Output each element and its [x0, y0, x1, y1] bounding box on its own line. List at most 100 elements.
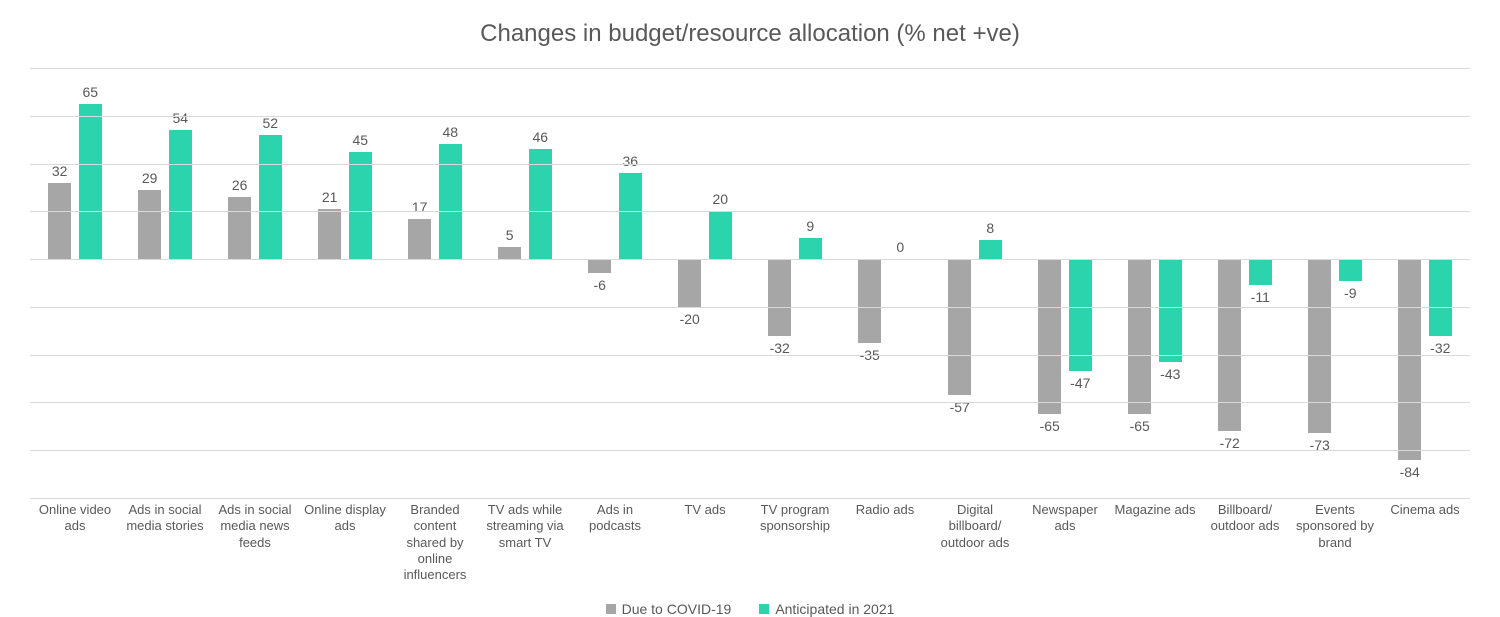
bar-value-label: -6 [588, 277, 611, 293]
bar: 46 [529, 149, 552, 259]
bar-value-label: -43 [1159, 366, 1182, 382]
gridline [30, 402, 1470, 403]
bar: -73 [1308, 259, 1331, 433]
category-group: -6 36 [570, 68, 660, 498]
category-group: -20 20 [660, 68, 750, 498]
chart-title: Changes in budget/resource allocation (%… [30, 20, 1470, 48]
category-group: 2145 [300, 68, 390, 498]
bar: 29 [138, 190, 161, 259]
bar-value-label: 8 [979, 220, 1002, 236]
bar: 32 [48, 183, 71, 259]
legend-label: Due to COVID-19 [622, 601, 732, 617]
bar-value-label: 5 [498, 227, 521, 243]
bar-value-label: -9 [1339, 285, 1362, 301]
bar-value-label: -65 [1038, 418, 1061, 434]
gridline [30, 450, 1470, 451]
bar: 48 [439, 144, 462, 259]
x-axis-label: Billboard/ outdoor ads [1200, 502, 1290, 583]
bar: -20 [678, 259, 701, 307]
bar: 26 [228, 197, 251, 259]
bar-value-label: 0 [889, 239, 912, 255]
bar: -72 [1218, 259, 1241, 431]
category-group: -35 0 [840, 68, 930, 498]
x-axis-label: Radio ads [840, 502, 930, 583]
category-group: 2954 [120, 68, 210, 498]
bar: 45 [349, 152, 372, 260]
x-axis-label: TV ads [660, 502, 750, 583]
bar-value-label: 21 [318, 189, 341, 205]
category-group: -65 -43 [1110, 68, 1200, 498]
bar: -6 [588, 259, 611, 273]
category-group: 5 46 [480, 68, 570, 498]
bar: 8 [979, 240, 1002, 259]
x-axis-label: Cinema ads [1380, 502, 1470, 583]
bar: -11 [1249, 259, 1272, 285]
bar: 20 [709, 211, 732, 259]
category-group: -73 -9 [1290, 68, 1380, 498]
bar-value-label: -47 [1069, 375, 1092, 391]
gridline [30, 68, 1470, 69]
legend: Due to COVID-19 Anticipated in 2021 [30, 601, 1470, 617]
bar: 21 [318, 209, 341, 259]
bar: 17 [408, 219, 431, 260]
bar-value-label: -72 [1218, 435, 1241, 451]
category-group: -32 9 [750, 68, 840, 498]
bar-value-label: 65 [79, 84, 102, 100]
gridline [30, 164, 1470, 165]
plot-area: 32652954265221451748546-636-2020-329-350… [30, 68, 1470, 498]
bar: -32 [768, 259, 791, 335]
gridline [30, 355, 1470, 356]
bar: -65 [1128, 259, 1151, 414]
legend-swatch [606, 604, 616, 614]
bar-value-label: 26 [228, 177, 251, 193]
bar: -57 [948, 259, 971, 395]
bar: -84 [1398, 259, 1421, 460]
bar-value-label: 32 [48, 163, 71, 179]
bar-value-label: 29 [138, 170, 161, 186]
bar: -32 [1429, 259, 1452, 335]
gridline [30, 116, 1470, 117]
bar-value-label: -65 [1128, 418, 1151, 434]
chart-container: Changes in budget/resource allocation (%… [0, 0, 1500, 608]
bar: 54 [169, 130, 192, 259]
category-group: -84 -32 [1380, 68, 1470, 498]
x-axis-label: Branded content shared by online influen… [390, 502, 480, 583]
category-group: -65 -47 [1020, 68, 1110, 498]
bar-value-label: 48 [439, 124, 462, 140]
x-axis-label: TV ads while streaming via smart TV [480, 502, 570, 583]
bar: -43 [1159, 259, 1182, 362]
bar: 65 [79, 104, 102, 259]
gridline [30, 307, 1470, 308]
bar-value-label: -20 [678, 311, 701, 327]
bar: -65 [1038, 259, 1061, 414]
bar-value-label: 45 [349, 132, 372, 148]
gridline [30, 211, 1470, 212]
bar-value-label: -84 [1398, 464, 1421, 480]
x-axis-label: Magazine ads [1110, 502, 1200, 583]
bar: 52 [259, 135, 282, 259]
bar: 36 [619, 173, 642, 259]
bar: -35 [858, 259, 881, 343]
bar-value-label: -32 [1429, 340, 1452, 356]
category-group: -57 8 [930, 68, 1020, 498]
bar: 9 [799, 238, 822, 260]
bar-value-label: 36 [619, 153, 642, 169]
category-group: 3265 [30, 68, 120, 498]
x-axis-labels: Online video adsAds in social media stor… [30, 502, 1470, 583]
bar: -9 [1339, 259, 1362, 281]
bars-row: 32652954265221451748546-636-2020-329-350… [30, 68, 1470, 498]
x-axis-label: TV program sponsorship [750, 502, 840, 583]
x-axis-label: Ads in social media stories [120, 502, 210, 583]
bar-value-label: 54 [169, 110, 192, 126]
gridline [30, 259, 1470, 260]
legend-item: Anticipated in 2021 [759, 601, 894, 617]
category-group: 2652 [210, 68, 300, 498]
gridline [30, 498, 1470, 499]
category-group: 1748 [390, 68, 480, 498]
x-axis-label: Online display ads [300, 502, 390, 583]
bar-value-label: 9 [799, 218, 822, 234]
x-axis-label: Online video ads [30, 502, 120, 583]
x-axis-label: Events sponsored by brand [1290, 502, 1380, 583]
bar-value-label: -11 [1249, 289, 1272, 305]
legend-label: Anticipated in 2021 [775, 601, 894, 617]
